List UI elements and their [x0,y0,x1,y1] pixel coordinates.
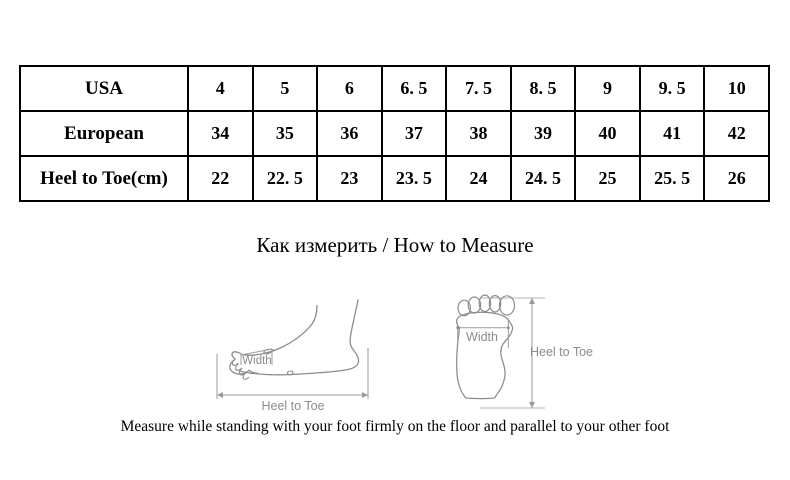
svg-text:Width: Width [466,330,498,344]
svg-text:Heel to Toe: Heel to Toe [530,345,593,359]
svg-text:Heel to Toe: Heel to Toe [261,399,324,413]
svg-text:Width: Width [242,355,271,367]
